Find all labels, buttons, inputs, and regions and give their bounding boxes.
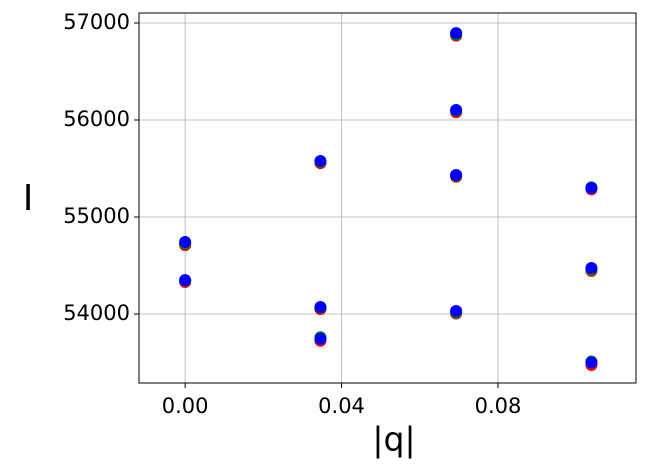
- y-axis-label: I: [23, 178, 34, 219]
- point: [179, 236, 192, 249]
- x-axis-label: |q|: [372, 420, 415, 459]
- point: [450, 27, 463, 40]
- point: [450, 169, 463, 182]
- point: [314, 301, 327, 314]
- y-tick-label: 57000: [63, 10, 130, 34]
- point: [450, 305, 463, 318]
- point: [585, 182, 598, 195]
- y-tick-label: 54000: [63, 301, 130, 325]
- y-tick-label: 55000: [63, 204, 130, 228]
- point: [585, 356, 598, 369]
- x-tick-label: 0.00: [162, 394, 209, 418]
- y-tick-label: 56000: [63, 107, 130, 131]
- point: [314, 332, 327, 345]
- x-tick-label: 0.08: [475, 394, 522, 418]
- point: [450, 104, 463, 117]
- x-tick-label: 0.04: [318, 394, 365, 418]
- point: [314, 155, 327, 168]
- plot-frame: [138, 12, 637, 384]
- point: [585, 262, 598, 275]
- point: [179, 274, 192, 287]
